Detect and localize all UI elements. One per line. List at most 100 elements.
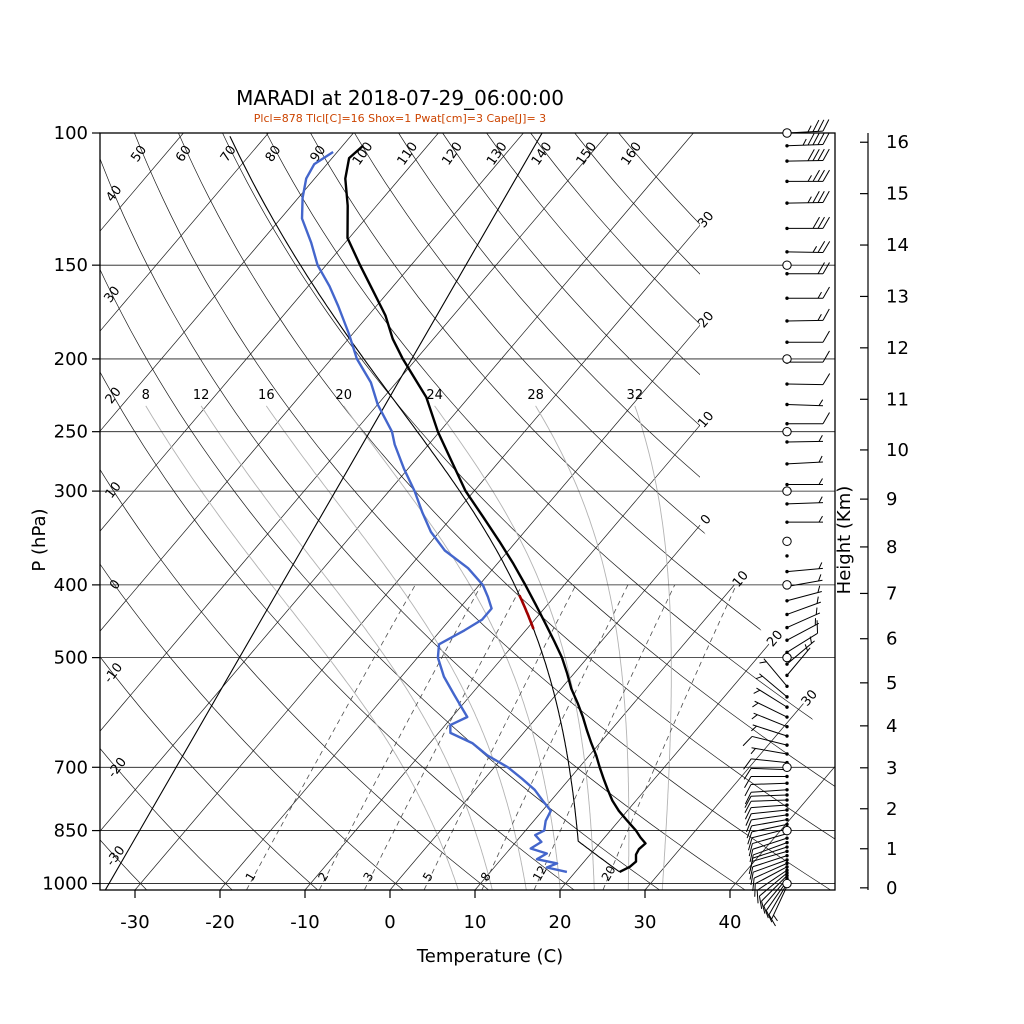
- wind-barb-staff: [751, 747, 788, 755]
- wind-barb-staff: [786, 601, 821, 615]
- temperature-tick-label: -10: [290, 912, 319, 933]
- wind-barb-half-feather: [802, 138, 807, 146]
- mixing-ratio-label: 3: [360, 870, 376, 884]
- wind-barb-staff: [771, 885, 788, 919]
- wind-barb-staff: [751, 819, 788, 827]
- dry-adiabat-line: [442, 133, 835, 890]
- dry-adiabat-line: [100, 133, 575, 890]
- reference-line: [105, 132, 543, 890]
- wind-barb-staff: [754, 700, 788, 718]
- dry-adiabat-label: 50: [128, 143, 150, 165]
- isotherm-line: [304, 133, 835, 890]
- wind-barb-staff: [756, 869, 788, 891]
- wind-barb-half-feather: [818, 435, 823, 442]
- wind-barb-feather: [817, 132, 825, 145]
- wind-level-dot: [785, 554, 789, 558]
- page-title: MARADI at 2018-07-29_06:00:00: [236, 86, 564, 110]
- wind-barb-half-feather: [751, 714, 758, 720]
- mixing-ratio-line: [481, 584, 629, 890]
- isotherm-label: 10: [695, 409, 717, 431]
- wind-barb-feather: [822, 308, 830, 321]
- wind-barb-half-feather: [807, 196, 812, 203]
- temperature-tick-label: 30: [634, 912, 657, 933]
- pressure-tick-label: 100: [54, 123, 88, 144]
- mixing-ratio-line: [602, 584, 737, 890]
- grid-mixing-ratio: [246, 584, 737, 890]
- wind-barb-staff: [761, 875, 788, 902]
- height-tick-label: 16: [886, 132, 909, 153]
- height-tick-label: 15: [886, 184, 909, 205]
- wind-barb-feather: [817, 169, 825, 182]
- wind-level-circle: [782, 652, 792, 663]
- wind-barb-feather: [749, 866, 754, 880]
- wind-barb-half-feather: [818, 399, 824, 406]
- dry-adiabat-label: 10: [103, 479, 125, 501]
- wind-barb-feather: [822, 373, 831, 385]
- wind-barb-staff: [751, 809, 788, 815]
- dry-adiabat-line: [100, 133, 404, 890]
- dry-adiabat-line: [574, 133, 835, 890]
- wind-level-circle: [782, 260, 792, 270]
- wind-level-circle: [782, 128, 792, 138]
- wind-level-circle: [782, 825, 792, 836]
- isotherm-line: [644, 133, 835, 890]
- wind-barb-feather: [747, 831, 753, 845]
- isotherm-line: [100, 133, 184, 890]
- height-tick-label: 8: [886, 537, 897, 558]
- wind-barb-staff: [763, 658, 788, 687]
- wind-barb-feather: [812, 191, 820, 203]
- wind-barb-feather: [743, 768, 752, 780]
- wind-barb-feather: [765, 910, 773, 923]
- isotherm-line: [559, 133, 835, 890]
- dry-adiabat-label: 120: [439, 140, 466, 169]
- wind-barb-half-feather: [818, 496, 823, 504]
- temperature-tick-label: -20: [205, 912, 234, 933]
- wind-barb-half-feather: [818, 478, 823, 485]
- wind-barb-feather: [743, 758, 752, 770]
- pressure-tick-label: 150: [54, 255, 88, 276]
- wind-barb-half-feather: [812, 246, 818, 253]
- wind-barb-feather: [822, 216, 830, 229]
- isotherm-line: [100, 133, 609, 890]
- moist-adiabat-line: [265, 405, 527, 890]
- height-tick-label: 2: [886, 799, 897, 820]
- dry-adiabat-line: [100, 133, 233, 890]
- wind-barb-half-feather: [817, 585, 821, 593]
- wind-barb-feather: [746, 819, 752, 833]
- wind-barb-staff: [751, 794, 788, 797]
- dry-adiabat-line: [100, 133, 746, 890]
- isotherm-line: [389, 133, 835, 890]
- isotherm-line: [474, 133, 835, 890]
- dry-adiabat-label: 110: [395, 140, 422, 169]
- dry-adiabat-line: [100, 133, 318, 890]
- dry-adiabat-label: 30: [102, 284, 124, 306]
- wind-barb-feather: [750, 872, 754, 886]
- height-tick-label: 7: [886, 583, 897, 604]
- wind-barb-staff: [786, 383, 824, 386]
- wind-barb-half-feather: [773, 914, 778, 922]
- pressure-tick-label: 500: [54, 648, 88, 669]
- wind-barb-staff: [752, 855, 788, 868]
- wind-barb-staff: [786, 159, 824, 162]
- isotherm-line: [100, 133, 269, 890]
- dewpoint-curve: [300, 150, 568, 874]
- wind-barb-staff: [751, 799, 788, 802]
- height-tick-label: 13: [886, 286, 909, 307]
- height-tick-label: 3: [886, 758, 897, 779]
- wind-barb-staff: [752, 846, 788, 859]
- pressure-tick-label: 250: [54, 422, 88, 443]
- isotherm-label: 30: [799, 687, 821, 709]
- wind-barb-staff: [752, 850, 788, 862]
- wind-barb-staff: [754, 866, 788, 885]
- wind-barb-half-feather: [816, 596, 819, 604]
- wind-barb-feather: [822, 412, 830, 425]
- parcel-curve: [229, 135, 620, 873]
- cape-segment: [518, 594, 535, 630]
- wind-barb-staff: [786, 647, 811, 676]
- wind-barb-staff: [751, 767, 788, 771]
- wind-barb-feather: [822, 241, 831, 253]
- wind-barb-half-feather: [818, 562, 823, 569]
- dry-adiabat-label: 130: [484, 140, 511, 169]
